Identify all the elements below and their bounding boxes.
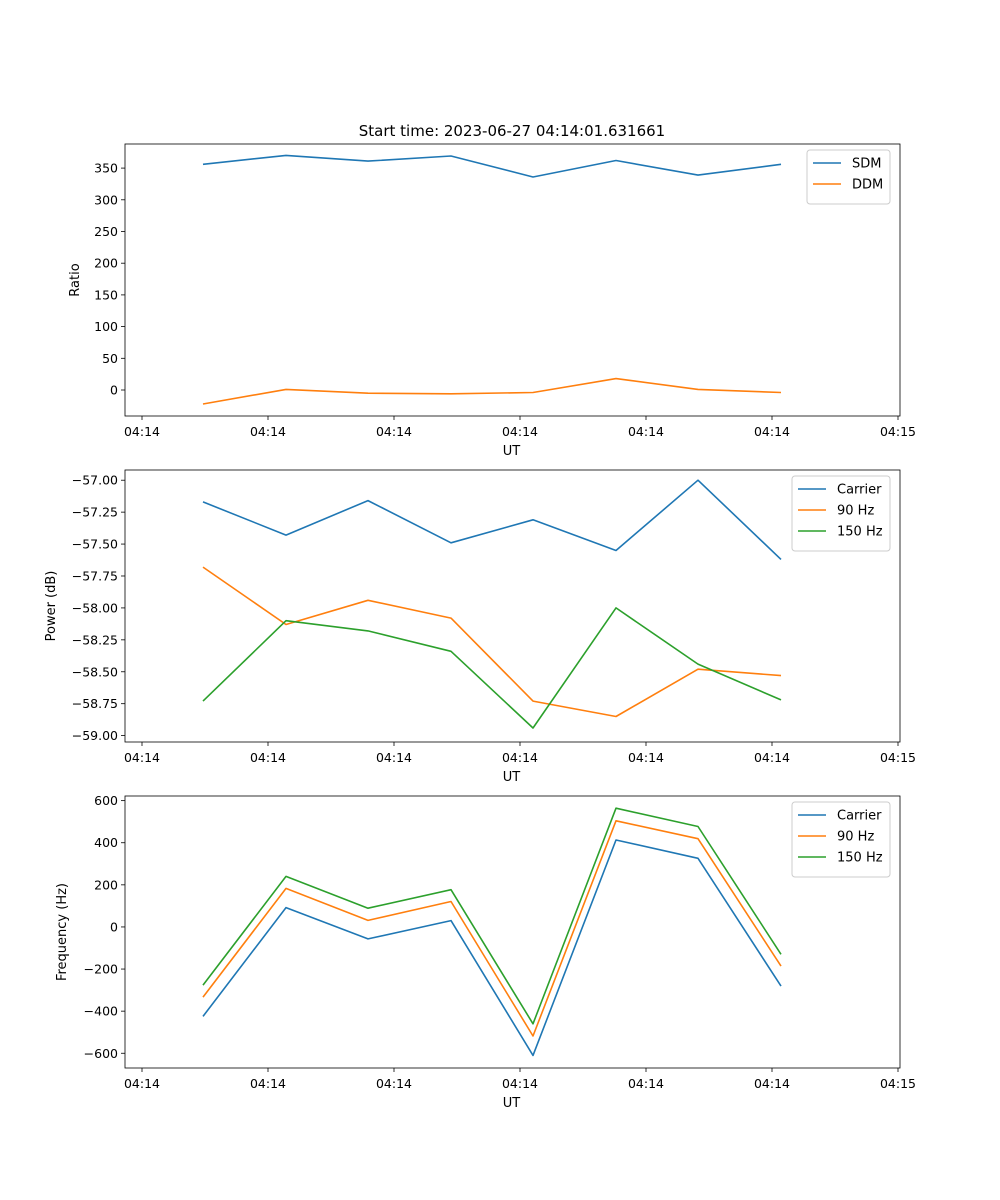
y-tick-label: −58.75 bbox=[72, 696, 118, 711]
y-tick-label: 100 bbox=[94, 319, 118, 334]
plot-frame bbox=[124, 143, 901, 417]
y-tick-label: −200 bbox=[84, 962, 118, 977]
legend-box bbox=[791, 801, 891, 878]
legend-label: Carrier bbox=[837, 483, 882, 498]
series-line-150-hz bbox=[202, 807, 782, 1025]
legend-label: 150 Hz bbox=[837, 851, 883, 866]
legend: Carrier 90 Hz 150 Hz bbox=[791, 475, 891, 552]
y-tick-label: −57.25 bbox=[72, 505, 118, 520]
series-line-ddm bbox=[202, 377, 782, 405]
legend-label: Carrier bbox=[837, 809, 882, 824]
y-tick-label: 50 bbox=[102, 351, 118, 366]
x-tick-label: 04:14 bbox=[250, 424, 286, 439]
y-tick-label: 0 bbox=[110, 919, 118, 934]
panel-1: 0 50 100 150 200 250 300 350 04:14 04:14 04:14 04:1… bbox=[68, 143, 916, 459]
plot-frame bbox=[124, 469, 901, 743]
x-tick-label: 04:14 bbox=[502, 1076, 538, 1091]
y-tick-label: −400 bbox=[84, 1004, 118, 1019]
y-tick-label: 300 bbox=[94, 192, 118, 207]
legend: SDM DDM bbox=[806, 149, 891, 205]
x-axis-label: UT bbox=[503, 1096, 521, 1111]
x-tick-label: 04:14 bbox=[376, 1076, 412, 1091]
y-tick-label: 200 bbox=[94, 256, 118, 271]
x-tick-label: 04:14 bbox=[754, 1076, 790, 1091]
x-tick-label: 04:14 bbox=[124, 1076, 160, 1091]
x-tick-label: 04:14 bbox=[502, 424, 538, 439]
y-axis-label: Frequency (Hz) bbox=[55, 883, 70, 981]
panel-3: −600 −400 −200 0 200 400 600 04:14 04:14 04:14 04:… bbox=[55, 793, 916, 1111]
y-tick-label: −58.50 bbox=[72, 664, 118, 679]
series-line-carrier bbox=[202, 839, 782, 1057]
x-axis-label: UT bbox=[503, 444, 521, 459]
y-tick-label: 350 bbox=[94, 161, 118, 176]
y-tick-label: 200 bbox=[94, 877, 118, 892]
legend-box bbox=[791, 475, 891, 552]
x-tick-label: 04:14 bbox=[754, 750, 790, 765]
x-tick-label: 04:14 bbox=[376, 750, 412, 765]
series-line-sdm bbox=[202, 154, 782, 178]
series-line-150-hz bbox=[202, 607, 782, 729]
legend-label: SDM bbox=[852, 157, 881, 172]
x-tick-label: 04:14 bbox=[628, 1076, 664, 1091]
y-axis-label: Power (dB) bbox=[44, 571, 59, 642]
series-line-90-hz bbox=[202, 819, 782, 1037]
x-tick-label: 04:14 bbox=[250, 1076, 286, 1091]
series-line-90-hz bbox=[202, 566, 782, 718]
x-tick-label: 04:15 bbox=[880, 424, 916, 439]
legend-label: 90 Hz bbox=[837, 504, 874, 519]
legend: Carrier 90 Hz 150 Hz bbox=[791, 801, 891, 878]
y-tick-label: 600 bbox=[94, 793, 118, 808]
x-tick-label: 04:14 bbox=[754, 424, 790, 439]
y-tick-label: 400 bbox=[94, 835, 118, 850]
x-tick-label: 04:14 bbox=[502, 750, 538, 765]
y-tick-label: −57.75 bbox=[72, 568, 118, 583]
x-tick-label: 04:14 bbox=[124, 424, 160, 439]
x-tick-label: 04:14 bbox=[124, 750, 160, 765]
y-tick-label: −58.00 bbox=[72, 600, 118, 615]
x-axis-label: UT bbox=[503, 770, 521, 785]
y-tick-label: 250 bbox=[94, 224, 118, 239]
x-tick-label: 04:15 bbox=[880, 1076, 916, 1091]
legend-label: 90 Hz bbox=[837, 830, 874, 845]
x-tick-label: 04:14 bbox=[250, 750, 286, 765]
x-tick-label: 04:15 bbox=[880, 750, 916, 765]
legend-label: DDM bbox=[852, 178, 883, 193]
x-tick-label: 04:14 bbox=[628, 750, 664, 765]
y-tick-label: −600 bbox=[84, 1046, 118, 1061]
y-tick-label: −57.50 bbox=[72, 537, 118, 552]
figure-title: Start time: 2023-06-27 04:14:01.631661 bbox=[359, 122, 665, 140]
y-tick-label: −57.00 bbox=[72, 473, 118, 488]
y-tick-label: 0 bbox=[110, 383, 118, 398]
series-line-carrier bbox=[202, 479, 782, 560]
plot-frame bbox=[124, 795, 901, 1069]
y-tick-label: −59.00 bbox=[72, 728, 118, 743]
panel-2: −59.00 −58.75 −58.50 −58.25 −58.00 −57.75 −57.… bbox=[44, 469, 916, 785]
y-axis-label: Ratio bbox=[68, 263, 83, 296]
x-tick-label: 04:14 bbox=[376, 424, 412, 439]
x-tick-label: 04:14 bbox=[628, 424, 664, 439]
y-tick-label: −58.25 bbox=[72, 632, 118, 647]
y-tick-label: 150 bbox=[94, 287, 118, 302]
legend-label: 150 Hz bbox=[837, 525, 883, 540]
